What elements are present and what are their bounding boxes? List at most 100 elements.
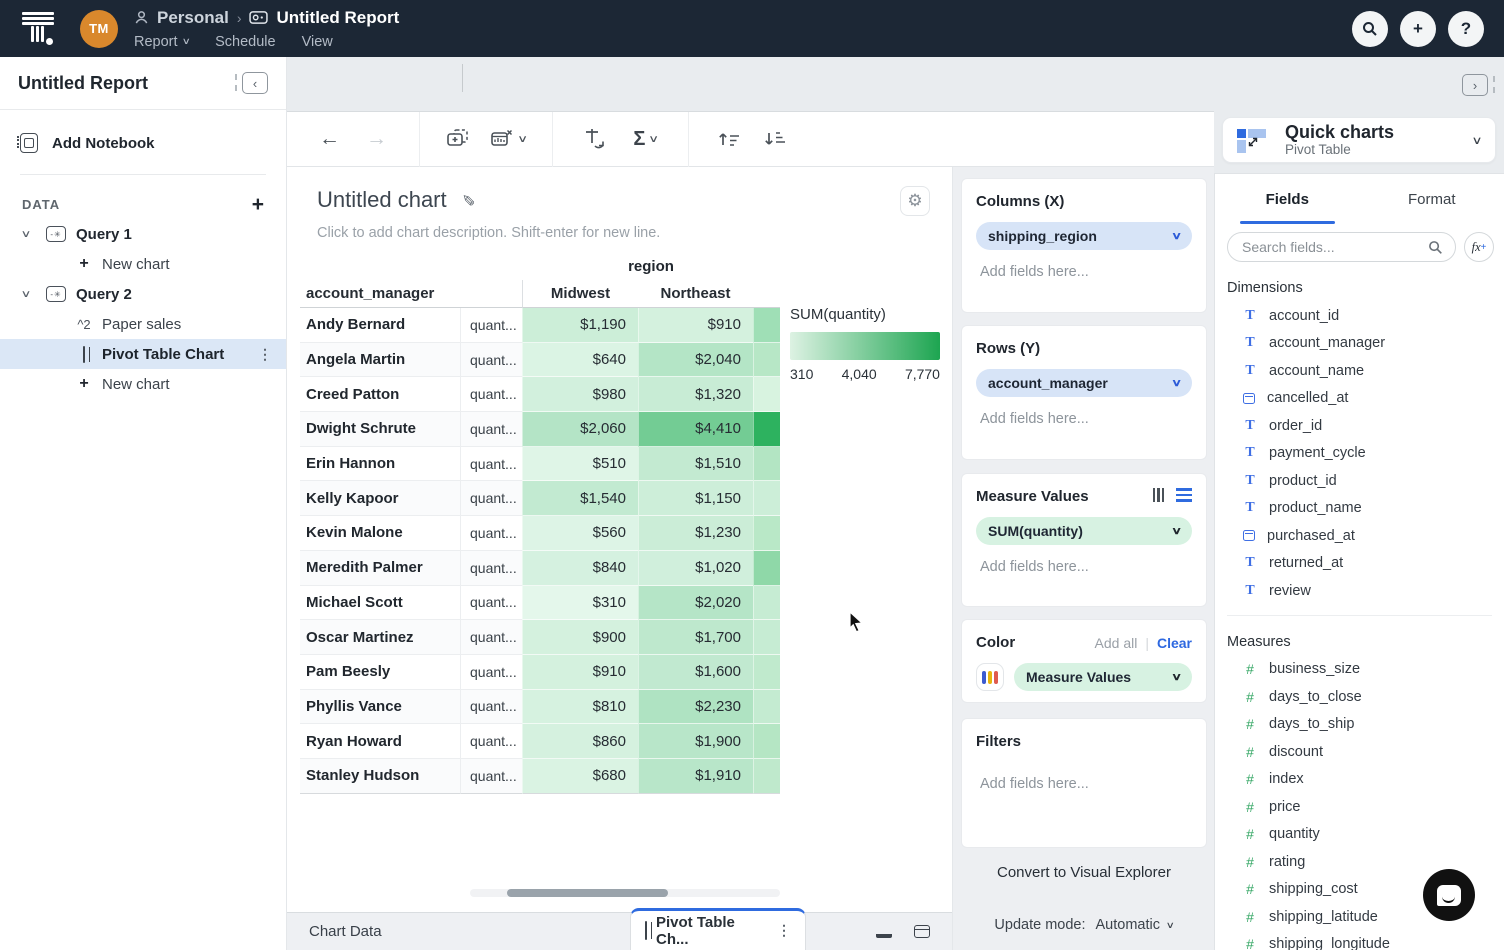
column-header-northeast[interactable]: Northeast	[638, 280, 753, 308]
field-item[interactable]: Torder_id	[1215, 412, 1504, 440]
aggregate-sigma-icon[interactable]: Σ∨	[633, 128, 657, 151]
chart-data-bar[interactable]: Chart Data	[287, 912, 952, 950]
row-field-header[interactable]: account_manager	[300, 280, 461, 308]
chat-widget-button[interactable]	[1423, 869, 1475, 921]
chart-title[interactable]: Untitled chart	[317, 187, 447, 213]
pill-account-manager[interactable]: account_manager∨	[976, 369, 1192, 397]
field-item[interactable]: Taccount_id	[1215, 302, 1504, 330]
pill-shipping-region[interactable]: shipping_region∨	[976, 222, 1192, 250]
rows-layout-icon[interactable]	[1176, 488, 1192, 502]
column-header-midwest[interactable]: Midwest	[522, 280, 638, 308]
row-label[interactable]: Andy Bernard	[300, 308, 461, 343]
menu-schedule[interactable]: Schedule	[215, 34, 275, 50]
field-item[interactable]: Treturned_at	[1215, 550, 1504, 578]
add-fields-dropzone[interactable]: Add fields here...	[976, 776, 1192, 792]
sort-descending-icon[interactable]	[763, 130, 789, 148]
row-label[interactable]: Kelly Kapoor	[300, 481, 461, 516]
row-label[interactable]: Meredith Palmer	[300, 551, 461, 586]
row-label[interactable]: Phyllis Vance	[300, 690, 461, 725]
value-cell[interactable]: $1,900	[638, 724, 753, 759]
field-item[interactable]: Tpayment_cycle	[1215, 440, 1504, 468]
edit-pencil-icon[interactable]: ✎	[457, 193, 477, 206]
sidebar-item-query-2[interactable]: ∨ -✳ Query 2	[0, 279, 286, 309]
sidebar-item-query-1[interactable]: ∨ -✳ Query 1	[0, 219, 286, 249]
color-palette-icon[interactable]	[976, 663, 1004, 691]
sidebar-item-new-chart[interactable]: + New chart	[0, 249, 286, 279]
chart-settings-button[interactable]: ⚙	[900, 186, 930, 216]
scrollbar-thumb[interactable]	[507, 889, 668, 897]
row-label[interactable]: Ryan Howard	[300, 724, 461, 759]
field-item[interactable]: #discount	[1215, 738, 1504, 766]
row-label[interactable]: Angela Martin	[300, 343, 461, 378]
add-data-button[interactable]: +	[252, 194, 264, 215]
tab-pivot-table-chart[interactable]: Pivot Table Ch... ⋮	[630, 908, 806, 950]
value-cell[interactable]: $1,910	[638, 759, 753, 794]
pill-sum-quantity[interactable]: SUM(quantity)∨	[976, 517, 1192, 545]
breadcrumb-report-title[interactable]: Untitled Report	[276, 8, 399, 28]
quick-charts-selector[interactable]: Quick charts Pivot Table ∨	[1222, 117, 1496, 163]
field-item[interactable]: #price	[1215, 793, 1504, 821]
user-avatar[interactable]: TM	[80, 10, 118, 48]
add-all-link[interactable]: Add all	[1095, 635, 1138, 651]
clear-link[interactable]: Clear	[1157, 635, 1192, 651]
sidebar-item-pivot-table-chart[interactable]: Pivot Table Chart ⋮	[0, 339, 286, 369]
tab-fields[interactable]: Fields	[1215, 174, 1360, 224]
row-label[interactable]: Michael Scott	[300, 586, 461, 621]
search-button[interactable]	[1352, 11, 1388, 47]
expand-right-panel-button[interactable]: ›	[1462, 74, 1488, 96]
value-cell[interactable]: $910	[522, 655, 638, 690]
collapse-sidebar-button[interactable]: ‹	[242, 72, 268, 94]
field-item[interactable]: Taccount_name	[1215, 357, 1504, 385]
sidebar-item-new-chart-2[interactable]: + New chart	[0, 369, 286, 399]
value-cell[interactable]: $840	[522, 551, 638, 586]
menu-view[interactable]: View	[302, 34, 333, 50]
row-label[interactable]: Stanley Hudson	[300, 759, 461, 794]
field-item[interactable]: #shipping_longitude	[1215, 931, 1504, 950]
field-item[interactable]: Treview	[1215, 577, 1504, 605]
undo-back-icon[interactable]: ←	[319, 127, 340, 151]
add-fields-dropzone[interactable]: Add fields here...	[976, 411, 1192, 427]
chevron-down-icon[interactable]: ∨	[21, 289, 42, 300]
search-fields-input[interactable]	[1240, 238, 1428, 256]
value-cell[interactable]: $4,410	[638, 412, 753, 447]
kebab-menu-icon[interactable]: ⋮	[258, 346, 272, 363]
add-fields-dropzone[interactable]: Add fields here...	[976, 559, 1192, 575]
sort-ascending-icon[interactable]	[717, 130, 743, 148]
chart-description-placeholder[interactable]: Click to add chart description. Shift-en…	[317, 225, 660, 241]
chevron-down-icon[interactable]: ∨	[21, 229, 42, 240]
add-formula-button[interactable]: fx+	[1464, 232, 1494, 262]
row-label[interactable]: Kevin Malone	[300, 516, 461, 551]
pill-measure-values[interactable]: Measure Values∨	[1014, 663, 1192, 691]
value-cell[interactable]: $1,510	[638, 447, 753, 482]
value-cell[interactable]: $980	[522, 377, 638, 412]
value-cell[interactable]: $1,190	[522, 308, 638, 343]
value-cell[interactable]: $1,540	[522, 481, 638, 516]
value-cell[interactable]: $640	[522, 343, 638, 378]
row-label[interactable]: Erin Hannon	[300, 447, 461, 482]
value-cell[interactable]: $2,020	[638, 586, 753, 621]
field-item[interactable]: #index	[1215, 766, 1504, 794]
convert-to-visual-explorer-button[interactable]: Convert to Visual Explorer	[953, 864, 1215, 881]
add-column-icon[interactable]	[446, 128, 470, 150]
add-button[interactable]: +	[1400, 11, 1436, 47]
field-item[interactable]: #quantity	[1215, 821, 1504, 849]
transpose-icon[interactable]	[583, 127, 607, 151]
field-item[interactable]: Taccount_manager	[1215, 330, 1504, 358]
value-cell[interactable]: $860	[522, 724, 638, 759]
value-cell[interactable]: $900	[522, 620, 638, 655]
maximize-panel-icon[interactable]	[914, 925, 930, 938]
value-cell[interactable]: $810	[522, 690, 638, 725]
value-cell[interactable]: $510	[522, 447, 638, 482]
add-notebook-button[interactable]: Add Notebook	[0, 126, 286, 160]
field-item[interactable]: #business_size	[1215, 656, 1504, 684]
value-cell[interactable]: $1,320	[638, 377, 753, 412]
field-item[interactable]: Tproduct_id	[1215, 467, 1504, 495]
value-cell[interactable]: $1,230	[638, 516, 753, 551]
horizontal-scrollbar[interactable]	[470, 889, 780, 897]
help-button[interactable]: ?	[1448, 11, 1484, 47]
value-cell[interactable]: $2,040	[638, 343, 753, 378]
field-item[interactable]: purchased_at	[1215, 522, 1504, 550]
value-cell[interactable]: $1,700	[638, 620, 753, 655]
tab-format[interactable]: Format	[1360, 174, 1504, 224]
row-label[interactable]: Pam Beesly	[300, 655, 461, 690]
